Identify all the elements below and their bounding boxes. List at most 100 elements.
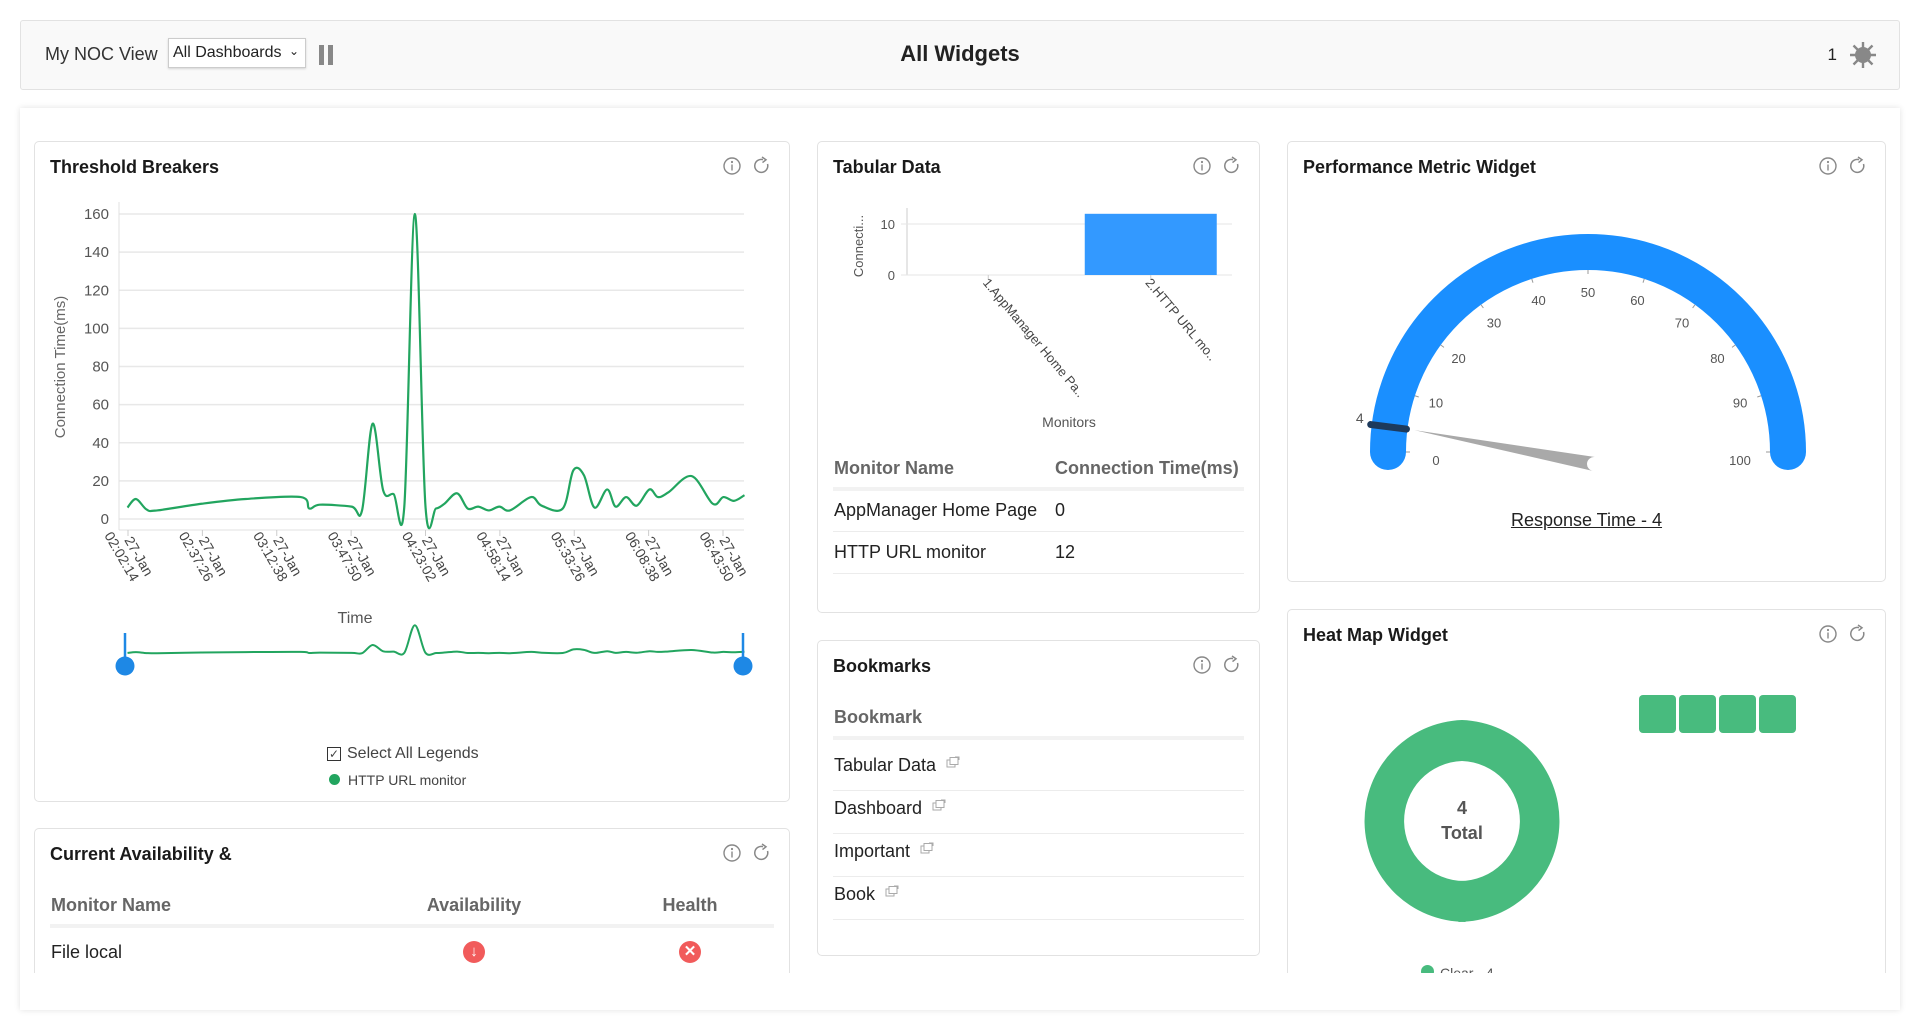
widget-title: Performance Metric Widget [1303, 157, 1536, 177]
monitor-name[interactable]: AppManager Home Page [834, 500, 1038, 520]
heatmap-cell[interactable] [1719, 695, 1756, 733]
bar[interactable] [1084, 213, 1217, 275]
refresh-icon[interactable] [752, 156, 772, 176]
navigator-line [127, 624, 745, 656]
bookmark-item[interactable]: Dashboard [834, 798, 946, 819]
x-tick-label: 1.AppManager Home Pa.. [980, 275, 1088, 400]
status-donut-chart [1364, 720, 1560, 922]
monitor-name[interactable]: HTTP URL monitor [834, 542, 987, 562]
column-header: Health [662, 895, 718, 915]
info-icon[interactable] [1818, 624, 1838, 644]
donut-legend[interactable]: Clear - 4 [1421, 965, 1494, 973]
legend-label: HTTP URL monitor [348, 772, 467, 788]
bookmark-label[interactable]: Dashboard [834, 798, 923, 818]
gauge-tick-label: 20 [1451, 351, 1465, 366]
gauge-tick-label: 30 [1487, 316, 1501, 331]
widget-title: Current Availability & [50, 844, 232, 864]
threshold-breakers-widget: Threshold Breakers 0 20 40 60 80 100 120 140 160… [34, 141, 790, 802]
pause-icon[interactable] [319, 45, 335, 65]
heatmap-cell[interactable] [1759, 695, 1796, 733]
range-handle-right[interactable] [733, 633, 753, 676]
bookmark-item[interactable]: Book [834, 884, 899, 905]
donut-segment[interactable] [1364, 720, 1466, 922]
external-link-icon[interactable] [946, 756, 960, 769]
performance-metric-widget: Performance Metric Widget 0 10 20 30 40 50 60 7… [1287, 141, 1886, 582]
bookmarks-widget: Bookmarks Bookmark Tabular Data Dashboard… [817, 640, 1260, 956]
widget-title: Tabular Data [833, 157, 941, 177]
x-tick-label: 27-Jan02:02:14 [101, 521, 156, 586]
refresh-icon[interactable] [1848, 156, 1868, 176]
widget-title: Bookmarks [833, 656, 932, 676]
info-icon[interactable] [722, 156, 742, 176]
column-header: Monitor Name [51, 895, 172, 915]
gauge-tick [1480, 304, 1484, 309]
legend-item[interactable]: HTTP URL monitor [329, 772, 466, 788]
widget-title: Threshold Breakers [50, 157, 220, 177]
series-line [126, 212, 746, 530]
y-tick-label: 20 [92, 473, 109, 490]
info-icon[interactable] [1818, 156, 1838, 176]
gauge-tick [1414, 395, 1419, 398]
legend-label: Clear - 4 [1440, 965, 1494, 973]
response-time-link[interactable]: Response Time - 4 [1510, 510, 1663, 530]
donut-segment[interactable] [1458, 720, 1560, 922]
divider [833, 736, 1244, 740]
connection-time: 12 [1055, 542, 1076, 562]
chevron-down-icon: ⌄ [288, 44, 299, 58]
value-marker [1367, 421, 1410, 433]
bookmark-item[interactable]: Tabular Data [834, 755, 960, 776]
column-header: Connection Time(ms) [1055, 458, 1239, 478]
info-icon[interactable] [722, 843, 742, 863]
refresh-icon[interactable] [1222, 655, 1242, 675]
heatmap-cell[interactable] [1639, 695, 1676, 733]
gauge-tick-label: 60 [1630, 293, 1644, 308]
external-link-icon[interactable] [932, 799, 946, 812]
legend-dot-icon [329, 774, 340, 785]
gauge-tick-label: 10 [1429, 396, 1443, 411]
gauge-tick [1731, 344, 1736, 348]
x-tick-label: 27-Jan04:58:14 [473, 521, 528, 586]
refresh-icon[interactable] [1222, 156, 1242, 176]
external-link-icon[interactable] [920, 842, 934, 855]
availability-down-icon[interactable]: ↓ [463, 941, 485, 963]
x-axis-label: Monitors [1042, 414, 1096, 430]
refresh-icon[interactable] [1848, 624, 1868, 644]
tabular-bar-chart: 0 10 Connecti... 1.AppManager Home Pa.. 2.HT… [851, 208, 1232, 430]
dashboard-select[interactable]: All Dashboards ⌄ [168, 38, 306, 68]
divider [833, 876, 1244, 877]
range-handle-left[interactable] [115, 633, 135, 676]
page-title: All Widgets [900, 41, 1020, 66]
bookmark-label[interactable]: Tabular Data [834, 755, 937, 775]
gauge-tick-label: 80 [1710, 351, 1724, 366]
heatmap-cell[interactable] [1679, 695, 1716, 733]
gear-icon[interactable] [1849, 41, 1877, 69]
column-header: Availability [426, 895, 522, 915]
gauge-tick-label: 40 [1531, 293, 1545, 308]
gauge-tick [1757, 395, 1762, 398]
info-icon[interactable] [1192, 156, 1212, 176]
checkbox-icon[interactable]: ✓ [327, 747, 341, 761]
gauge-tick [1531, 278, 1534, 283]
divider [833, 833, 1244, 834]
select-all-legends[interactable]: ✓ Select All Legends [327, 745, 479, 763]
divider [833, 919, 1244, 920]
column-header: Monitor Name [834, 458, 955, 478]
threshold-line-chart: 0 20 40 60 80 100 120 140 160 Connection Time(ms)… [52, 202, 753, 676]
health-critical-icon[interactable]: ✕ [679, 941, 701, 963]
x-tick-label: 27-Jan04:23:02 [399, 521, 454, 586]
divider [833, 573, 1244, 574]
bookmark-label[interactable]: Book [834, 884, 876, 904]
x-tick-label: 27-Jan06:08:38 [622, 521, 677, 586]
handle-knob [115, 656, 135, 676]
bookmark-label[interactable]: Important [834, 841, 911, 861]
gauge-tick-label: 90 [1733, 396, 1747, 411]
x-tick-label: 27-Jan06:43:50 [696, 521, 751, 586]
divider [50, 924, 774, 928]
bookmark-item[interactable]: Important [834, 841, 934, 862]
external-link-icon[interactable] [885, 885, 899, 898]
gauge-arc [1370, 234, 1806, 470]
monitor-name[interactable]: File local [51, 942, 123, 962]
info-icon[interactable] [1192, 655, 1212, 675]
y-tick-label: 10 [881, 217, 895, 232]
refresh-icon[interactable] [752, 843, 772, 863]
